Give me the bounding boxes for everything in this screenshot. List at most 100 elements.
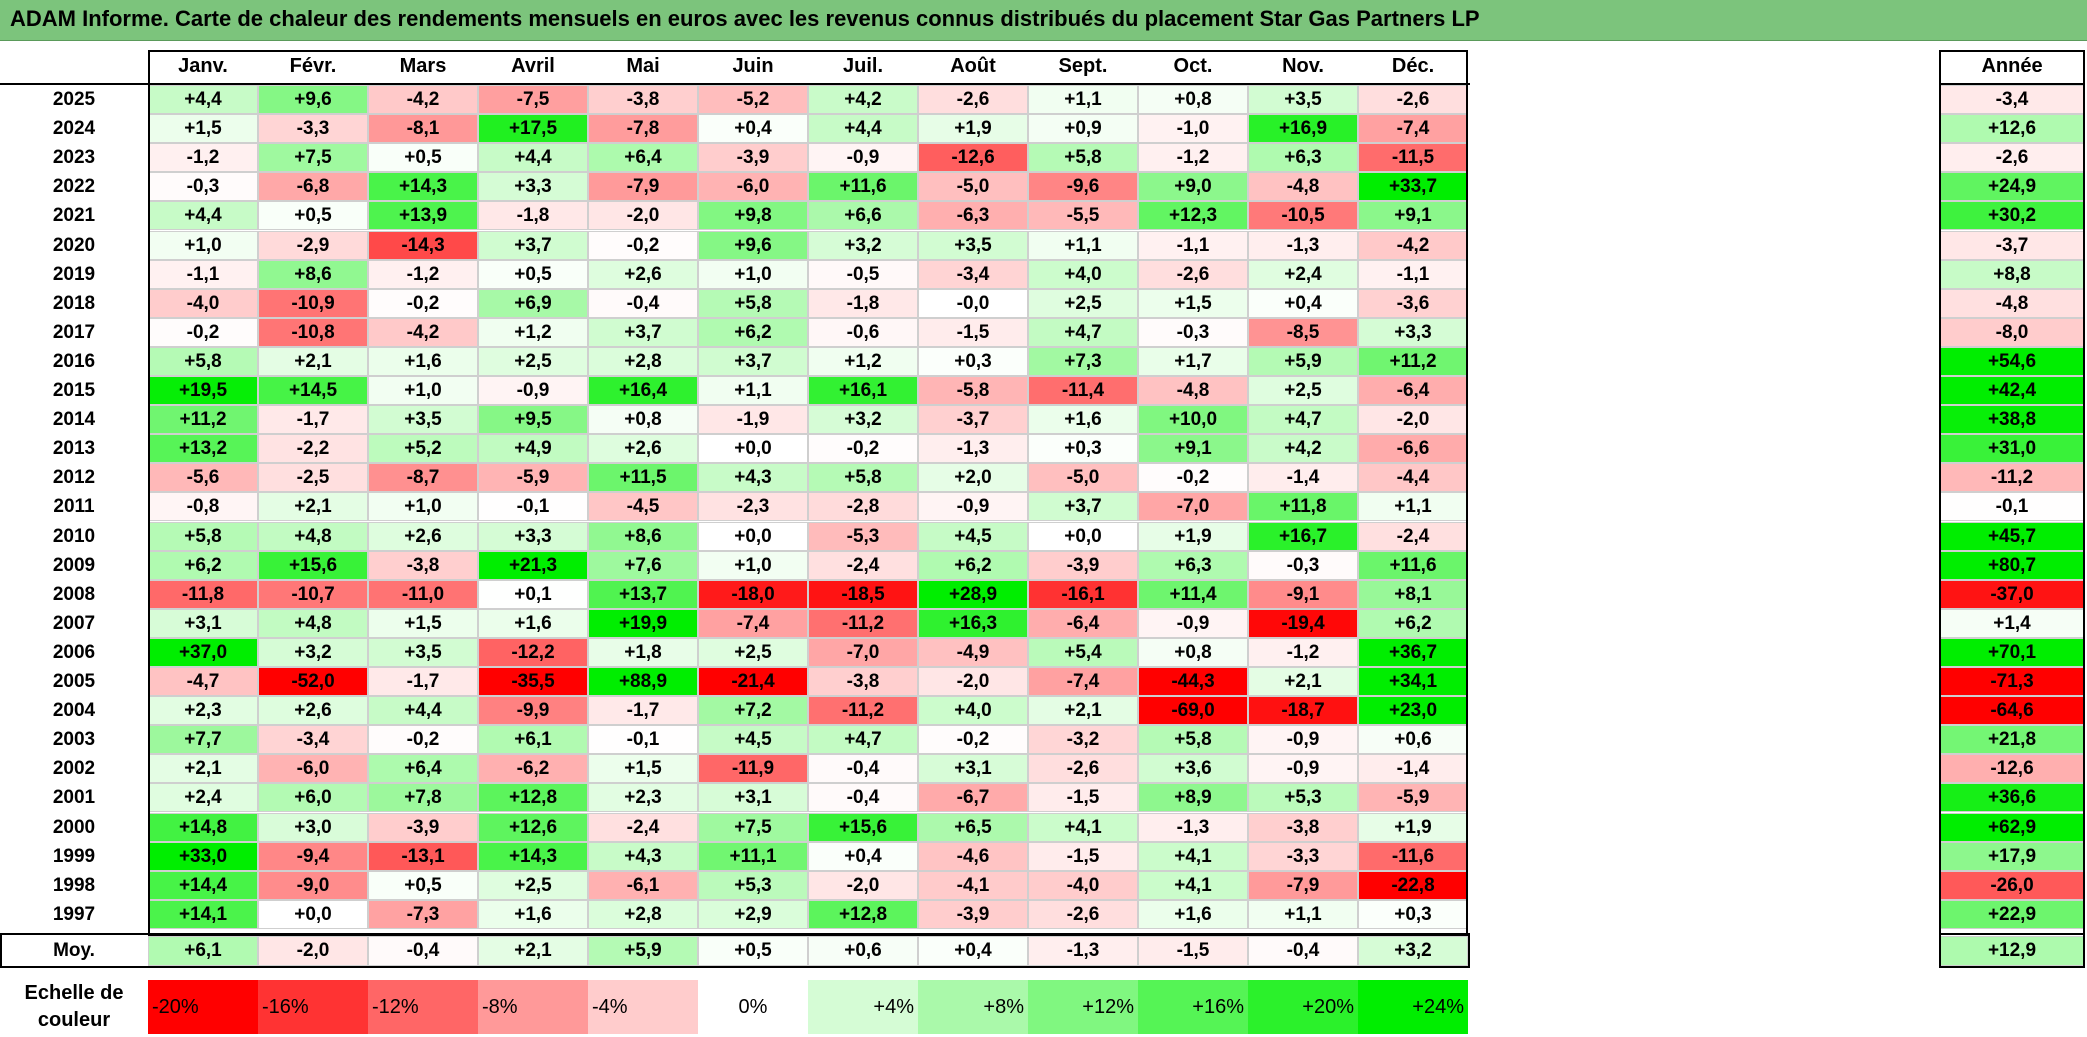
cell-value: +4,1 [1174,874,1212,896]
heatmap-cell [1358,201,1468,231]
heatmap-cell [1358,841,1468,871]
heatmap-cell [918,463,1028,493]
annual-cell [1939,783,2085,813]
cell-value: +3,6 [1174,758,1212,780]
color-scale-label: -16% [262,996,309,1018]
cell-value: +2,1 [184,758,222,780]
heatmap-cell [148,521,258,551]
annual-value: -3,4 [1995,89,2029,110]
cell-value: -2,2 [296,438,330,460]
cell-value: +13,7 [618,583,668,605]
heatmap-cell [258,579,368,609]
heatmap-cell [1358,812,1468,842]
cell-value: -1,7 [296,409,330,431]
heatmap-cell [1138,899,1248,929]
cell-value: -3,8 [846,671,880,692]
year-label: 2008 [52,583,96,605]
cell-value: +14,3 [398,176,448,198]
cell-value: -1,5 [1066,845,1100,867]
heatmap-cell [368,521,478,551]
cell-value: -13,1 [401,845,445,867]
cell-value: -7,4 [736,612,770,634]
annual-cell [1939,172,2085,202]
cell-value: +12,3 [1168,205,1218,227]
heatmap-cell [588,259,698,289]
heatmap-cell [1248,172,1358,202]
cell-value: +0,5 [294,205,332,227]
heatmap-cell [368,899,478,929]
heatmap-cell [1138,667,1248,697]
month-header: Déc. [1391,55,1435,77]
heatmap-cell [258,492,368,522]
cell-value: +2,8 [624,350,662,372]
cell-value: -5,5 [1066,205,1100,227]
heatmap-cell [698,608,808,638]
cell-value: -11,9 [731,758,775,780]
cell-value: +1,7 [1174,350,1212,372]
cell-value: +4,2 [1284,438,1322,460]
heatmap-cell [148,754,258,784]
cell-value: +2,6 [624,263,662,285]
cell-value: +4,8 [294,525,332,547]
cell-value: +1,6 [1064,409,1102,431]
heatmap-cell [808,667,918,697]
cell-value: -18,7 [1281,700,1325,722]
cell-value: +7,5 [734,816,772,838]
cell-value: -3,9 [736,147,770,169]
heatmap-cell [588,899,698,929]
cell-value: -7,8 [626,118,660,140]
cell-value: +15,6 [838,816,888,838]
annual-value: -0,1 [1995,496,2029,518]
heatmap-cell [698,143,808,173]
cell-value: -5,0 [1066,467,1100,489]
heatmap-cell [698,85,808,115]
average-value: +5,9 [624,940,662,961]
cell-value: +2,3 [184,700,222,722]
heatmap-cell [588,405,698,435]
heatmap-cell [588,783,698,813]
cell-value: -3,8 [1286,816,1320,838]
cell-value: +2,8 [624,903,662,925]
color-scale-label: +20% [1302,996,1354,1018]
year-label: 2015 [52,380,96,401]
cell-value: -0,9 [1286,758,1320,780]
cell-value: -0,2 [846,438,880,460]
cell-value: +3,0 [294,816,332,838]
annual-value: -71,3 [1990,671,2034,692]
heatmap-cell [148,376,258,406]
cell-value: +3,1 [184,612,222,634]
cell-value: -10,7 [291,583,335,605]
annual-value: +8,8 [1993,263,2031,285]
heatmap-cell [258,434,368,464]
cell-value: +88,9 [618,671,668,692]
cell-value: -7,0 [846,641,880,663]
heatmap-cell [148,85,258,115]
heatmap-cell [258,346,368,376]
cell-value: +8,6 [294,263,332,285]
heatmap-cell [698,492,808,522]
heatmap-cell [1028,841,1138,871]
cell-value: +1,5 [624,758,662,780]
cell-value: +2,5 [1064,292,1102,314]
cell-value: +23,0 [1388,700,1438,722]
heatmap-cell [478,696,588,726]
heatmap-cell [588,143,698,173]
heatmap-cell [368,346,478,376]
heatmap-cell [258,783,368,813]
year-label: 2023 [52,147,96,169]
color-scale-swatch [258,980,368,1034]
annual-cell [1939,376,2085,406]
heatmap-cell [258,637,368,667]
heatmap-cell [588,725,698,755]
heatmap-cell [588,841,698,871]
cell-value: -8,5 [1286,321,1320,343]
heatmap-cell [478,579,588,609]
cell-value: -3,6 [1396,292,1430,314]
heatmap-cell [1358,85,1468,115]
heatmap-cell [148,201,258,231]
heatmap-cell [1138,841,1248,871]
heatmap-cell [698,172,808,202]
heatmap-cell [808,201,918,231]
heatmap-cell [258,521,368,551]
heatmap-cell [258,201,368,231]
